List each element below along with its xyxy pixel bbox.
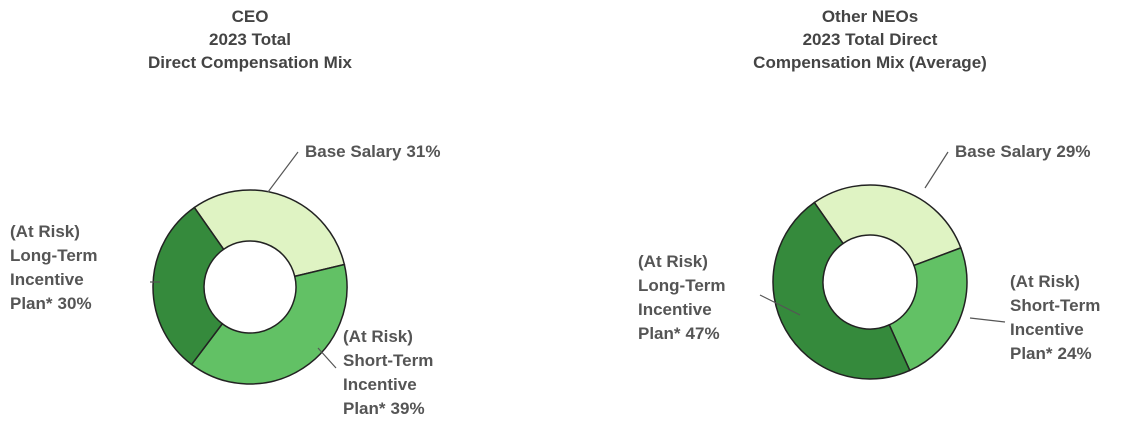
segment-label: Plan* 24% (1010, 344, 1092, 363)
segment-label: Long-Term (638, 276, 726, 295)
label-text: Incentive (343, 375, 417, 394)
label-text: Long-Term (10, 246, 98, 265)
value-label: 24% (1058, 344, 1092, 363)
segment-label: (At Risk) (10, 222, 80, 241)
label-text: Plan* (638, 324, 681, 343)
chart-title: CEO (232, 7, 269, 26)
donut-segment (813, 184, 962, 267)
label-text: Base Salary (955, 142, 1052, 161)
value-label: 47% (686, 324, 720, 343)
chart-title: 2023 Total Direct (803, 30, 938, 49)
segment-label: Short-Term (1010, 296, 1100, 315)
donut-segment (888, 246, 968, 372)
segment-label: Base Salary 31% (305, 142, 440, 161)
segment-label: Incentive (638, 300, 712, 319)
chart-title: 2023 Total (209, 30, 291, 49)
label-text: (At Risk) (638, 252, 708, 271)
value-label: 39% (391, 399, 425, 418)
leader-line (267, 151, 299, 193)
label-text: Plan* (10, 294, 53, 313)
leader-line (317, 347, 337, 369)
segment-label: Long-Term (10, 246, 98, 265)
value-label: 31% (406, 142, 440, 161)
segment-label: Incentive (1010, 320, 1084, 339)
label-text: (At Risk) (343, 327, 413, 346)
leader-line (969, 317, 1006, 323)
donut-segment (190, 263, 348, 385)
leader-line (759, 294, 801, 316)
label-text: (At Risk) (1010, 272, 1080, 291)
segment-label: Base Salary 29% (955, 142, 1090, 161)
donut-segment (772, 201, 911, 380)
segment-label: Plan* 39% (343, 399, 425, 418)
donut-segment (193, 189, 346, 278)
label-text: Short-Term (343, 351, 433, 370)
leader-line (924, 151, 949, 189)
label-text: Plan* (343, 399, 386, 418)
label-text: Incentive (10, 270, 84, 289)
chart-title: Direct Compensation Mix (148, 53, 353, 72)
label-text: Base Salary (305, 142, 402, 161)
segment-label: Incentive (10, 270, 84, 289)
segment-label: (At Risk) (1010, 272, 1080, 291)
donut-segment (152, 206, 225, 366)
segment-label: Short-Term (343, 351, 433, 370)
label-text: Long-Term (638, 276, 726, 295)
segment-label: (At Risk) (343, 327, 413, 346)
chart-title: Compensation Mix (Average) (753, 53, 987, 72)
segment-label: Plan* 30% (10, 294, 92, 313)
value-label: 30% (58, 294, 92, 313)
label-text: Plan* (1010, 344, 1053, 363)
label-text: (At Risk) (10, 222, 80, 241)
label-text: Incentive (1010, 320, 1084, 339)
label-text: Incentive (638, 300, 712, 319)
label-text: Short-Term (1010, 296, 1100, 315)
value-label: 29% (1056, 142, 1090, 161)
segment-label: (At Risk) (638, 252, 708, 271)
chart-title: Other NEOs (822, 7, 918, 26)
segment-label: Plan* 47% (638, 324, 720, 343)
segment-label: Incentive (343, 375, 417, 394)
